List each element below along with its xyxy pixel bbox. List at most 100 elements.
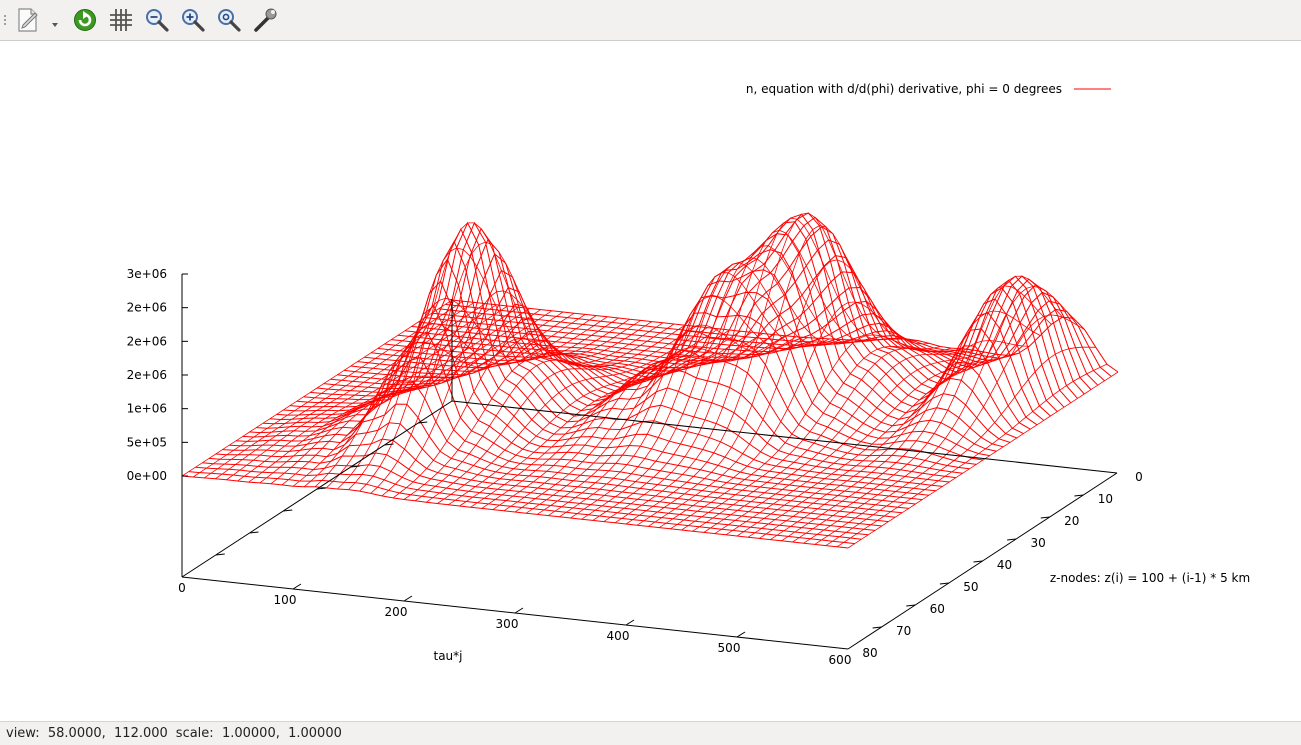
zoom-previous-icon[interactable] xyxy=(142,5,172,35)
surface-column-line xyxy=(403,323,675,500)
y-tick-mark xyxy=(1040,516,1050,519)
x-tick-mark xyxy=(292,583,302,590)
surface-column-line xyxy=(237,305,508,482)
settings-wrench-icon[interactable] xyxy=(250,5,280,35)
surface-column-line xyxy=(414,324,686,502)
z-tick-label: 2e+06 xyxy=(127,334,167,348)
surface-column-line xyxy=(425,326,697,503)
autoscale-icon[interactable] xyxy=(214,5,244,35)
surface-column-line xyxy=(314,314,586,487)
legend: n, equation with d/d(phi) derivative, ph… xyxy=(746,82,1111,96)
y-tick-mark xyxy=(973,560,983,563)
surface-column-line xyxy=(792,275,1063,543)
surface-column-line xyxy=(459,329,730,507)
y-back-tick-mark xyxy=(283,509,293,512)
x-axis-label: tau*j xyxy=(434,649,463,663)
surface-column-line xyxy=(592,245,863,521)
status-scale-value: 1.00000, 1.00000 xyxy=(221,726,342,741)
y-tick-label: 30 xyxy=(1030,536,1045,550)
y-back-tick-mark xyxy=(249,531,259,534)
toolbar xyxy=(0,0,1301,41)
surface-column-line xyxy=(226,304,497,481)
surface-column-line xyxy=(559,272,830,518)
z-tick-label: 3e+06 xyxy=(127,267,167,281)
surface-column-line xyxy=(603,229,874,522)
surface-column-line xyxy=(248,306,519,483)
x-tick-label: 100 xyxy=(274,593,297,607)
surface-column-line xyxy=(736,355,1008,537)
surface-column-line xyxy=(714,351,985,534)
surface-column-line xyxy=(481,331,752,509)
surface-column-line xyxy=(692,347,963,532)
replot-icon[interactable] xyxy=(70,5,100,35)
surface-column-line xyxy=(337,297,608,490)
z-tick-label: 2e+06 xyxy=(127,368,167,382)
z-tick-label: 5e+05 xyxy=(127,435,167,449)
status-scale-label: scale: xyxy=(175,726,214,741)
y-tick-label: 20 xyxy=(1064,514,1079,528)
y-axis-label: z-nodes: z(i) = 100 + (i-1) * 5 km xyxy=(1050,571,1250,585)
surface-plot: 0e+005e+051e+062e+062e+062e+063e+0601002… xyxy=(127,82,1251,667)
y-tick-label: 40 xyxy=(997,558,1012,572)
surface-column-line xyxy=(625,212,897,525)
surface-column-line xyxy=(636,225,908,526)
y-tick-label: 60 xyxy=(930,602,945,616)
surface-column-line xyxy=(370,241,641,494)
y-back-tick-mark xyxy=(418,421,428,424)
y-back-tick-mark xyxy=(384,443,394,446)
z-tick-label: 1e+06 xyxy=(127,402,167,416)
x-tick-label: 200 xyxy=(385,605,408,619)
surface-row-line xyxy=(337,249,1004,448)
surface-column-line xyxy=(181,299,453,477)
surface-column-line xyxy=(359,222,630,492)
back-floor-line-2 xyxy=(451,400,1118,474)
zoom-next-icon[interactable] xyxy=(178,5,208,35)
y-tick-mark xyxy=(872,626,882,629)
y-tick-label: 70 xyxy=(896,624,911,638)
x-tick-label: 400 xyxy=(607,629,630,643)
surface-column-line xyxy=(203,302,475,479)
y-tick-label: 0 xyxy=(1135,470,1143,484)
plot-canvas[interactable]: 0e+00 5e+05 1e+06 2e+06 2e+06 2e+06 3e+06 0 100 2… xyxy=(0,41,1301,721)
surface-column-line xyxy=(536,324,808,515)
surface-column-line xyxy=(259,308,530,484)
x-tick-mark xyxy=(514,607,524,614)
surface-column-line xyxy=(192,300,464,478)
toolbar-grip[interactable] xyxy=(3,14,7,26)
surface-column-line xyxy=(703,349,974,533)
x-tick-mark xyxy=(403,595,413,602)
surface-column-line xyxy=(392,322,664,499)
x-tick-mark xyxy=(625,619,635,626)
surface-column-line xyxy=(803,285,1074,544)
surface-column-line xyxy=(348,247,619,490)
export-menu-arrow-icon[interactable] xyxy=(48,5,62,35)
surface-column-line xyxy=(758,340,1030,539)
status-view-label: view: xyxy=(6,726,40,741)
surface-column-line xyxy=(647,259,919,527)
surface-column-line xyxy=(825,346,1096,546)
y-back-tick-mark xyxy=(215,553,225,556)
y-tick-label: 80 xyxy=(862,646,877,660)
y-back-tick-mark xyxy=(316,487,327,490)
y-tick-mark xyxy=(939,582,949,585)
surface-column-line xyxy=(470,330,741,508)
status-bar: view: 58.0000, 112.000 scale: 1.00000, 1.… xyxy=(0,721,1301,744)
x-tick-label: 300 xyxy=(496,617,519,631)
x-tick-label: 600 xyxy=(829,653,852,667)
surface-column-line xyxy=(725,353,997,536)
x-tick-label: 0 xyxy=(178,581,186,595)
z-tick-label: 2e+06 xyxy=(127,301,167,315)
y-back-tick-mark xyxy=(350,465,360,468)
surface-column-line xyxy=(747,353,1019,538)
surface-column-line xyxy=(215,303,486,480)
export-icon[interactable] xyxy=(14,5,44,35)
surface-column-line xyxy=(525,336,797,514)
surface-column-line xyxy=(437,327,708,504)
surface-column-line xyxy=(270,309,542,485)
y-tick-mark xyxy=(906,604,916,607)
grid-icon[interactable] xyxy=(106,5,136,35)
y-tick-mark xyxy=(1074,494,1084,497)
surface-column-line xyxy=(659,301,930,528)
y-tick-mark xyxy=(1007,538,1017,541)
surface-column-line xyxy=(492,333,764,510)
